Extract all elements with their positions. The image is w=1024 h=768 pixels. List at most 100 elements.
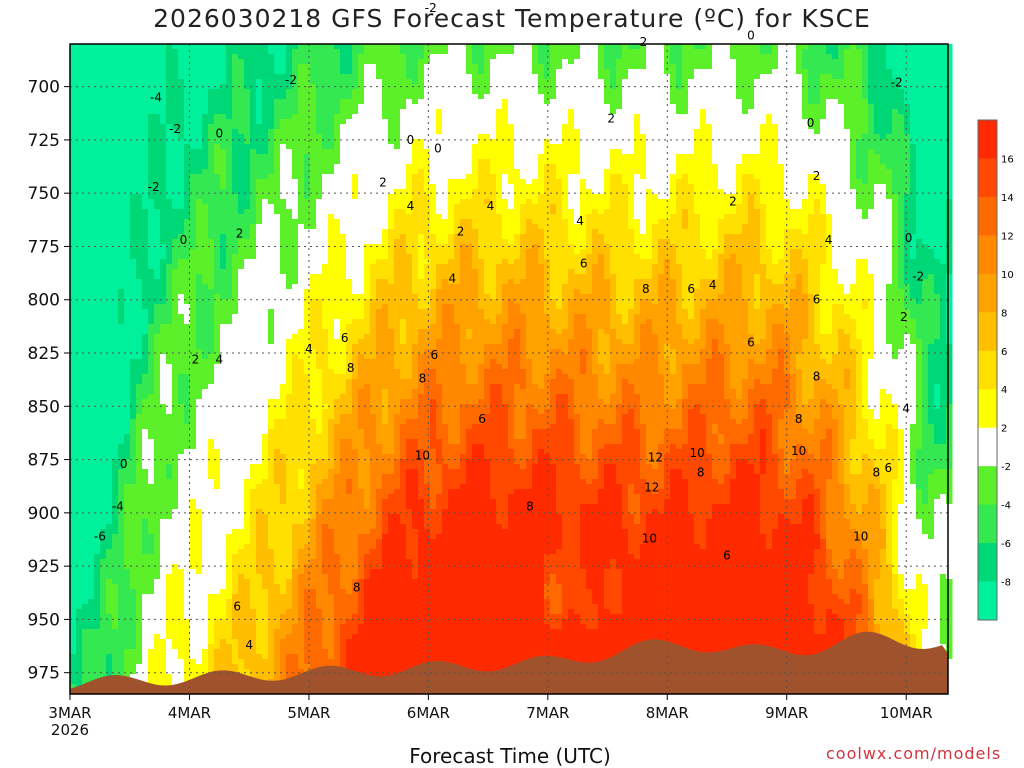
contour-label-43: 10 (791, 444, 806, 458)
contour-label-18: 6 (580, 257, 588, 271)
contour-label-15: 2 (640, 35, 648, 49)
contour-label-46: 10 (415, 448, 430, 462)
contour-label-50: 8 (697, 465, 705, 479)
y-tick-label-9: 925 (28, 557, 60, 577)
x-tick-label-0: 3MAR (48, 704, 91, 722)
contour-label-9: 0 (434, 141, 442, 155)
contour-label-40: 6 (747, 335, 755, 349)
colorbar-label-1: 14 (1001, 193, 1014, 204)
contour-label-8: 0 (407, 133, 415, 147)
y-tick-label-3: 775 (28, 237, 60, 257)
colorbar-band-12 (978, 581, 997, 621)
x-tick-label-6: 9MAR (765, 704, 808, 722)
colorbar-label-4: 8 (1001, 308, 1007, 319)
plot-frame (69, 43, 949, 695)
colorbar-band-4 (978, 273, 997, 313)
contour-label-19: 2 (729, 195, 737, 209)
y-tick-label-8: 900 (28, 504, 60, 524)
colorbar-band-10 (978, 504, 997, 544)
x-axis-label: Forecast Time (UTC) (409, 744, 611, 768)
contour-label-44: 4 (902, 401, 910, 415)
contour-label-14: 4 (448, 271, 456, 285)
contour-label-47: 8 (526, 499, 534, 513)
contour-label-13: 4 (487, 199, 495, 213)
contour-label-56: 10 (642, 531, 657, 545)
contour-label-59: 8 (353, 580, 361, 594)
contour-label-54: -4 (112, 499, 124, 513)
contour-label-29: 6 (813, 293, 821, 307)
contour-label-34: 4 (305, 342, 313, 356)
contour-label-3: 0 (215, 127, 223, 141)
x-tick-label-3: 6MAR (407, 704, 450, 722)
y-tick-label-7: 875 (28, 451, 60, 471)
contour-label-51: 12 (644, 480, 659, 494)
credit-text: coolwx.com/models (826, 744, 1002, 763)
contour-label-49: 10 (690, 446, 705, 460)
y-tick-label-0: 700 (28, 78, 60, 98)
colorbar-label-8: -2 (1001, 462, 1011, 473)
contour-label-20: 6 (687, 282, 695, 296)
colorbar-band-0 (978, 120, 997, 159)
contour-label-52: 8 (873, 465, 881, 479)
contour-label-33: 4 (215, 352, 223, 366)
y-tick-label-11: 975 (28, 664, 60, 684)
x-tick-label-4: 7MAR (526, 704, 569, 722)
y-tick-label-10: 950 (28, 610, 60, 630)
contour-label-38: 6 (431, 348, 439, 362)
colorbar-label-7: 2 (1001, 424, 1007, 435)
colorbar-band-6 (978, 350, 997, 390)
contour-label-30: 2 (900, 310, 908, 324)
colorbar-band-11 (978, 543, 997, 583)
contour-label-55: -6 (94, 529, 106, 543)
y-tick-label-4: 800 (28, 291, 60, 311)
chart-title: 2026030218 GFS Forecast Temperature (ºC)… (153, 4, 871, 33)
x-tick-label-0-line1: 2026 (51, 721, 89, 739)
colorbar-band-7 (978, 389, 997, 429)
x-tick-label-5: 8MAR (646, 704, 689, 722)
contour-label-1: -2 (169, 122, 181, 136)
contour-label-26: 0 (905, 231, 913, 245)
contour-label-6: -2 (285, 73, 297, 87)
colorbar-label-6: 4 (1001, 385, 1007, 396)
contour-label-21: 4 (709, 278, 717, 292)
contour-label-48: 12 (648, 450, 663, 464)
colorbar-band-8 (978, 427, 997, 467)
contour-label-45: 0 (120, 457, 128, 471)
contour-label-57: 6 (723, 548, 731, 562)
y-tick-label-6: 850 (28, 397, 60, 417)
contour-label-28: 4 (825, 233, 833, 247)
colorbar-band-2 (978, 196, 997, 236)
colorbar-label-0: 16 (1001, 154, 1014, 165)
contour-label-11: 4 (407, 199, 415, 213)
contour-label-5: 2 (236, 227, 244, 241)
colorbar-band-9 (978, 466, 997, 506)
contour-label-60: 6 (233, 600, 241, 614)
contour-label-24: 2 (813, 169, 821, 183)
colorbar-band-5 (978, 312, 997, 352)
contour-label-41: 8 (813, 369, 821, 383)
contour-label-25: -2 (891, 75, 903, 89)
contour-label-58: 10 (853, 529, 868, 543)
contour-label-27: -2 (912, 269, 924, 283)
contour-label-53: 6 (884, 461, 892, 475)
contour-label-10: 2 (379, 176, 387, 190)
contour-label-4: 0 (180, 233, 188, 247)
colorbar-label-3: 10 (1001, 270, 1014, 281)
contour-label-42: 8 (795, 412, 803, 426)
colorbar-band-1 (978, 158, 997, 198)
colorbar-label-2: 12 (1001, 231, 1014, 242)
contour-label-23: 0 (807, 116, 815, 130)
contour-label-12: 2 (457, 225, 465, 239)
temperature-field (70, 44, 953, 695)
contour-label-61: 4 (245, 638, 253, 652)
x-tick-label-2: 5MAR (287, 704, 330, 722)
contour-label-32: 2 (192, 352, 200, 366)
colorbar-label-9: -4 (1001, 501, 1011, 512)
colorbar-frame (977, 119, 998, 621)
contour-label-17: 4 (576, 214, 584, 228)
y-tick-label-2: 750 (28, 184, 60, 204)
contour-label-7: -2 (425, 1, 437, 15)
terrain-area (70, 631, 948, 694)
contour-label-31: 8 (642, 282, 650, 296)
